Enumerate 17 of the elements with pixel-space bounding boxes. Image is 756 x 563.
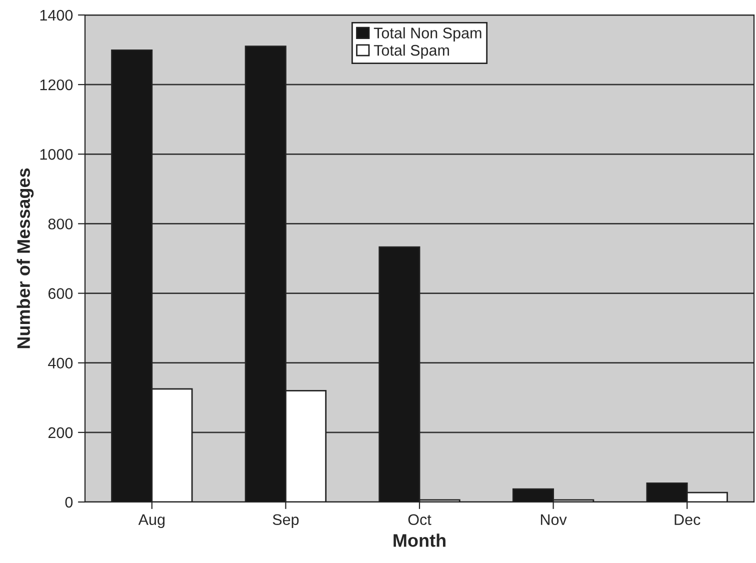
y-tick-label: 600 (48, 288, 73, 299)
y-tick-label: 1200 (40, 79, 73, 90)
y-tick-label: 0 (65, 496, 73, 508)
legend-label: Total Spam (374, 44, 449, 59)
x-tick-label: Nov (540, 514, 567, 526)
x-tick-label: Aug (138, 514, 165, 528)
y-tick-label: 1000 (40, 149, 73, 160)
x-tick-label: Dec (674, 514, 700, 526)
y-axis-title: Number of Messages (16, 168, 34, 348)
y-tick-label: 200 (48, 427, 73, 438)
legend-label: Total Non Spam (374, 27, 482, 42)
x-tick-label: Oct (408, 514, 432, 526)
y-tick-label: 800 (48, 218, 73, 230)
x-tick-label: Sep (272, 514, 299, 528)
y-tick-label: 1400 (40, 10, 73, 21)
y-tick-label: 400 (48, 358, 73, 369)
x-axis-title: Month (394, 534, 446, 547)
